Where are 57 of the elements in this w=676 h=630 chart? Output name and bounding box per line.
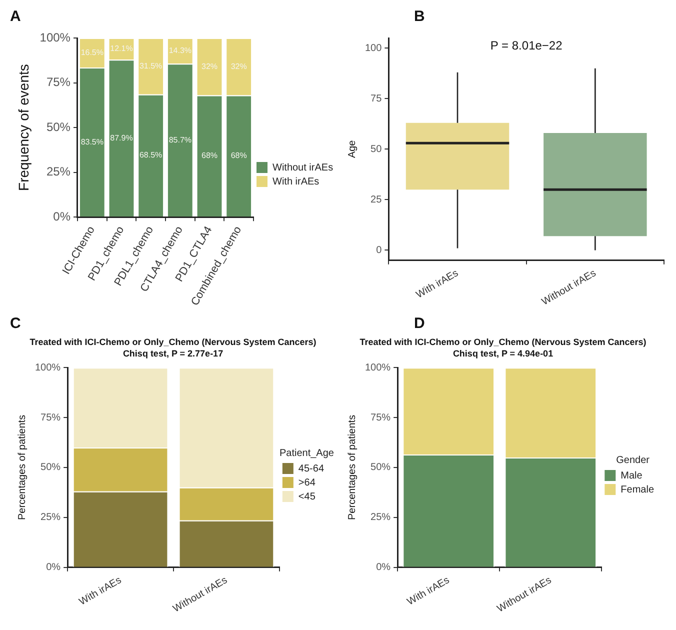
- y-tick-label: 0%: [53, 209, 71, 224]
- data-label: 68%: [230, 151, 247, 160]
- x-tick-label: With irAEs: [414, 268, 460, 301]
- y-tick-label: 0: [376, 244, 382, 256]
- legend-title: Gender: [616, 454, 650, 466]
- annotation: P = 8.01e−22: [490, 38, 563, 52]
- data-label: 68%: [201, 151, 218, 160]
- x-tick-label: With irAEs: [77, 574, 124, 608]
- y-tick-label: 75%: [46, 75, 71, 90]
- chart-subtitle: Chisq test, P = 4.94e-01: [452, 348, 554, 359]
- data-label: 68.5%: [139, 150, 162, 160]
- legend-label: >64: [298, 477, 316, 488]
- y-axis-title: Percentages of patients: [16, 414, 28, 520]
- data-label: 16.5%: [80, 48, 104, 57]
- data-label: 31.5%: [139, 61, 162, 70]
- y-tick-label: 50: [370, 144, 382, 155]
- chart-subtitle: Chisq test, P = 2.77e-17: [122, 348, 224, 359]
- chart-title: Treated with ICI-Chemo or Only_Chemo (Nervous System Cancers): [360, 336, 646, 347]
- y-tick-label: 100%: [365, 362, 391, 374]
- y-tick-label: 50%: [370, 462, 391, 474]
- text: B: [414, 8, 425, 25]
- y-tick-label: 25%: [40, 512, 61, 524]
- y-tick-label: 50%: [40, 462, 61, 474]
- y-tick-label: 75%: [40, 412, 61, 424]
- y-tick-label: 100: [364, 42, 382, 54]
- text: A: [10, 8, 21, 25]
- y-axis-title: Age: [346, 140, 358, 158]
- text: C: [10, 315, 21, 332]
- data-label: 12.1%: [110, 44, 133, 54]
- y-axis-title: Frequency of events: [15, 64, 32, 191]
- chart-title: Treated with ICI-Chemo or Only_Chemo (Nervous System Cancers): [30, 336, 316, 347]
- data-label: 85.7%: [168, 135, 192, 144]
- legend-label: With irAEs: [272, 176, 320, 188]
- legend-title: Patient_Age: [279, 448, 334, 459]
- y-tick-label: 25%: [370, 512, 391, 524]
- data-label: 14.3%: [168, 46, 192, 56]
- y-tick-label: 25: [370, 194, 382, 206]
- legend-label: Without irAEs: [272, 162, 334, 174]
- data-label: 87.9%: [110, 133, 133, 142]
- text: D: [414, 315, 425, 332]
- legend-label: Female: [620, 484, 654, 496]
- legend-label: <45: [298, 491, 316, 502]
- y-tick-label: 50%: [46, 120, 71, 134]
- data-label: 32%: [230, 62, 247, 71]
- legend-label: Male: [620, 470, 643, 482]
- y-tick-label: 100%: [40, 30, 71, 44]
- data-label: 83.5%: [80, 137, 104, 146]
- y-axis-title: Percentages of patients: [346, 414, 358, 520]
- y-tick-label: 75: [370, 93, 382, 104]
- y-tick-label: 25%: [46, 164, 71, 179]
- y-tick-label: 100%: [35, 362, 61, 374]
- y-tick-label: 75%: [370, 412, 391, 424]
- y-tick-label: 0%: [46, 562, 61, 574]
- y-tick-label: 0%: [376, 562, 391, 574]
- x-tick-label: With irAEs: [406, 574, 452, 608]
- legend-label: 45-64: [298, 463, 324, 474]
- data-label: 32%: [201, 62, 218, 71]
